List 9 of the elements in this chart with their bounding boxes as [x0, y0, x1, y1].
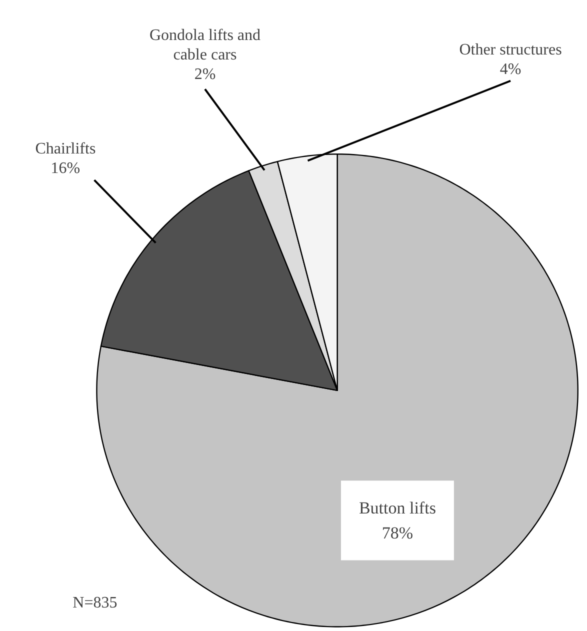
text: N=835	[72, 594, 118, 612]
data-label: 4%	[500, 60, 522, 78]
data-label: 78%	[382, 523, 414, 542]
data-label: 2%	[194, 66, 216, 83]
slice-label: Other structures	[459, 41, 562, 58]
slice-label: Chairlifts	[35, 140, 96, 158]
data-label: 16%	[50, 160, 80, 178]
slice-label: Button lifts	[358, 498, 436, 518]
slice-label: Gondola lifts and cable cars	[149, 26, 261, 64]
